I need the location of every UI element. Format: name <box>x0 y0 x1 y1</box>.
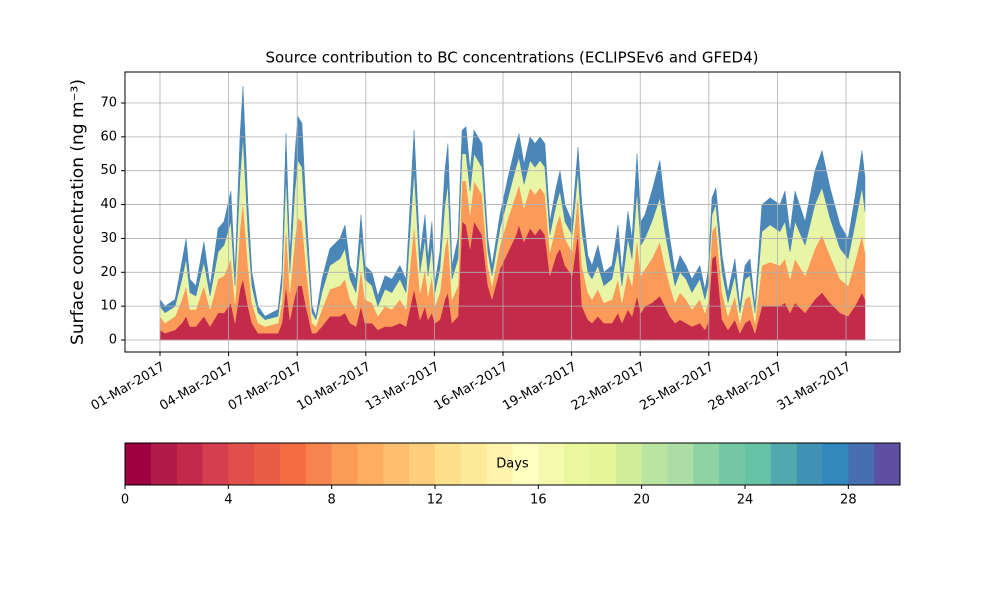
colorbar-tick-label: 8 <box>328 493 336 508</box>
colorbar-swatch <box>228 443 255 485</box>
y-tick-label: 70 <box>100 95 117 110</box>
x-tick-label: 01-Mar-2017 <box>89 360 168 414</box>
y-tick-label: 60 <box>100 129 117 144</box>
y-tick-label: 0 <box>109 333 117 348</box>
colorbar-tick-label: 0 <box>121 493 129 508</box>
colorbar-tick-label: 20 <box>633 493 650 508</box>
x-tick-label: 25-Mar-2017 <box>637 360 716 414</box>
x-tick-label: 28-Mar-2017 <box>706 360 785 414</box>
colorbar-swatch <box>615 443 643 485</box>
colorbar-swatch <box>280 443 307 485</box>
colorbar-swatch <box>719 443 746 485</box>
colorbar-swatch <box>874 443 901 485</box>
chart-title: Source contribution to BC concentrations… <box>265 49 758 67</box>
colorbar-label: Days <box>496 457 529 472</box>
colorbar-swatch <box>848 443 875 485</box>
y-tick-label: 40 <box>100 197 117 212</box>
colorbar-swatch <box>486 443 513 485</box>
colorbar-swatch <box>693 443 720 485</box>
colorbar-frame <box>124 442 901 486</box>
colorbar-swatch <box>254 443 281 485</box>
area-layer <box>159 86 866 321</box>
colorbar-tick-label: 24 <box>737 493 754 508</box>
colorbar-swatch <box>460 443 488 485</box>
x-tick-label: 19-Mar-2017 <box>500 360 579 414</box>
colorbar-swatch <box>125 443 152 485</box>
x-tick-label: 22-Mar-2017 <box>569 360 648 414</box>
y-tick-label: 20 <box>100 265 117 280</box>
y-tick-label: 50 <box>100 163 117 178</box>
colorbar-swatch <box>822 443 849 485</box>
x-tick-label: 13-Mar-2017 <box>363 360 442 414</box>
colorbar-swatch <box>305 443 333 485</box>
colorbar-swatch <box>641 443 668 485</box>
colorbar-tick-label: 28 <box>840 493 857 508</box>
x-tick-label: 07-Mar-2017 <box>226 360 305 414</box>
colorbar-swatch <box>538 443 565 485</box>
x-tick-label: 10-Mar-2017 <box>294 360 373 414</box>
colorbar-swatch <box>331 443 358 485</box>
colorbar-swatch <box>564 443 591 485</box>
colorbar-swatch <box>409 443 436 485</box>
colorbar-swatch <box>796 443 823 485</box>
colorbar-swatch <box>150 443 178 485</box>
x-tick-label: 31-Mar-2017 <box>775 360 854 414</box>
colorbar-tick-label: 12 <box>427 493 444 508</box>
y-axis-label: Surface concentration (ng m⁻³) <box>68 79 88 345</box>
colorbar-swatch <box>770 443 798 485</box>
colorbar-swatch <box>383 443 410 485</box>
colorbar-swatch <box>176 443 203 485</box>
y-tick-label: 10 <box>100 299 117 314</box>
colorbar-tick-label: 4 <box>224 493 232 508</box>
colorbar-tick-label: 16 <box>530 493 547 508</box>
colorbar-swatch <box>590 443 617 485</box>
colorbar-swatch <box>667 443 694 485</box>
y-tick-label: 30 <box>100 231 117 246</box>
colorbar-swatch <box>357 443 384 485</box>
colorbar-swatch <box>435 443 462 485</box>
colorbar-swatch <box>745 443 772 485</box>
x-tick-label: 16-Mar-2017 <box>432 360 511 414</box>
colorbar-swatch <box>512 443 539 485</box>
plot-frame <box>124 71 901 353</box>
x-tick-label: 04-Mar-2017 <box>157 360 236 414</box>
colorbar-swatch <box>202 443 229 485</box>
